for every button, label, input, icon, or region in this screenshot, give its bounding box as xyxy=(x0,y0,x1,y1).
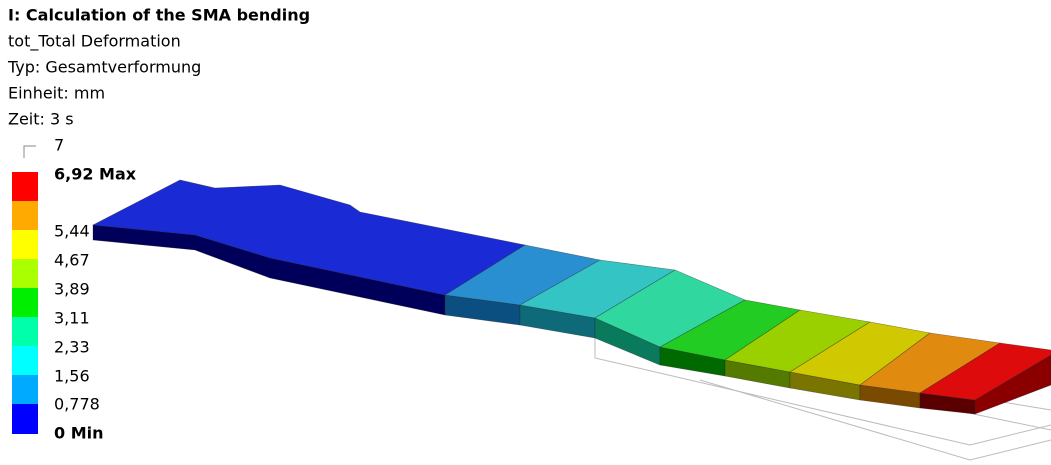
legend-label: 1,56 xyxy=(54,367,90,386)
legend-label: 3,11 xyxy=(54,309,90,328)
legend-label: 3,89 xyxy=(54,280,90,299)
info-line: Typ: Gesamtverformung xyxy=(7,58,201,77)
legend-label: 0,778 xyxy=(54,395,100,414)
legend-label: 7 xyxy=(54,136,64,155)
legend-label: 5,44 xyxy=(54,222,90,241)
model xyxy=(93,180,1051,414)
info-line: Zeit: 3 s xyxy=(8,110,74,129)
info-line: tot_Total Deformation xyxy=(8,32,181,52)
legend-label: 6,92 Max xyxy=(54,165,137,184)
legend: 7 6,92 Max 5,44 4,67 3,89 3,11 2,33 1,56… xyxy=(12,136,137,443)
legend-label: 4,67 xyxy=(54,251,90,270)
title: I: Calculation of the SMA bending xyxy=(8,6,310,25)
info-line: Einheit: mm xyxy=(8,84,105,103)
result-view: I: Calculation of the SMA bending tot_To… xyxy=(0,0,1051,465)
legend-label: 0 Min xyxy=(54,424,104,443)
legend-label: 2,33 xyxy=(54,338,90,357)
